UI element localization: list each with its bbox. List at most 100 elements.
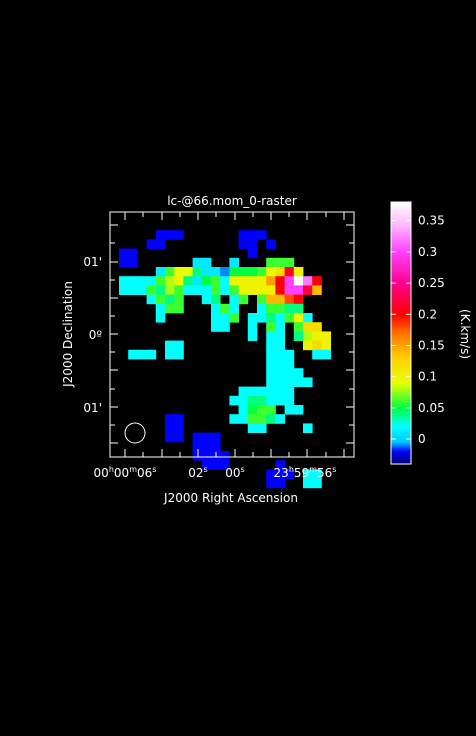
heatmap-cell: [146, 276, 157, 286]
heatmap-cell: [275, 349, 285, 360]
heatmap-cell: [146, 285, 157, 295]
heatmap-cell: [211, 303, 221, 314]
heatmap-cell: [284, 359, 295, 369]
heatmap-cell: [266, 340, 276, 351]
colorbar-tick-label: 0.2: [418, 307, 437, 321]
heatmap-cell: [238, 405, 249, 415]
heatmap-cell: [303, 313, 313, 323]
heatmap-cell: [266, 331, 276, 341]
heatmap-cell: [293, 405, 304, 415]
heatmap-cell: [303, 276, 313, 286]
heatmap-cell: [229, 267, 239, 277]
colorbar-label: (K.km/s): [458, 309, 472, 359]
heatmap-cell: [201, 294, 212, 305]
heatmap-cell: [238, 395, 249, 406]
beam-ellipse: [124, 422, 146, 444]
heatmap-cell: [266, 322, 276, 332]
heatmap-cell: [266, 405, 276, 415]
heatmap-cell: [165, 414, 175, 424]
heatmap-cell: [247, 267, 258, 277]
heatmap-cell: [155, 230, 166, 240]
heatmap-cell: [183, 267, 193, 277]
heatmap-cell: [303, 285, 313, 295]
heatmap-cell: [174, 432, 184, 443]
heatmap-cell: [211, 460, 221, 470]
heatmap-cell: [275, 276, 285, 286]
heatmap-cell: [293, 285, 304, 295]
heatmap-cell: [257, 285, 267, 295]
heatmap-cell: [266, 303, 276, 314]
heatmap-cell: [174, 267, 184, 277]
heatmap-cell: [192, 276, 203, 286]
heatmap-cell: [238, 267, 249, 277]
heatmap-cell: [165, 340, 175, 351]
colorbar-tick-label: 0: [418, 432, 426, 446]
heatmap-cell: [303, 469, 313, 479]
heatmap-cell: [201, 276, 212, 286]
colorbar-tick-label: 0.05: [418, 401, 445, 415]
heatmap-cell: [303, 340, 313, 351]
heatmap-cell: [266, 377, 276, 387]
heatmap-cell: [284, 267, 295, 277]
heatmap-cell: [238, 386, 249, 397]
heatmap-cell: [238, 285, 249, 295]
y-tick-label: 01': [83, 401, 102, 415]
heatmap-cell: [174, 303, 184, 314]
heatmap-cell: [266, 359, 276, 369]
heatmap-cell: [229, 294, 239, 305]
heatmap-cell: [257, 414, 267, 424]
heatmap-cell: [266, 276, 276, 286]
heatmap-cell: [211, 322, 221, 332]
heatmap-cell: [303, 322, 313, 332]
heatmap-cell: [257, 303, 267, 314]
heatmap-cell: [165, 285, 175, 295]
heatmap-cell: [247, 248, 258, 259]
heatmap-cell: [275, 368, 285, 378]
heatmap-cell: [229, 257, 239, 268]
heatmap-cell: [183, 276, 193, 286]
heatmap-cell: [275, 414, 285, 424]
heatmap-cell: [238, 414, 249, 424]
heatmap-cell: [266, 285, 276, 295]
colorbar-frame: [390, 201, 412, 465]
x-tick-label: 23h59m56s: [274, 465, 337, 480]
heatmap-cell: [137, 349, 147, 360]
heatmap-cell: [119, 257, 129, 268]
heatmap-cell: [211, 432, 221, 443]
heatmap-cell: [321, 340, 331, 351]
heatmap-cell: [165, 267, 175, 277]
heatmap-cell: [165, 349, 175, 360]
y-tick-labels: 01' 0º 01': [83, 255, 102, 415]
heatmap-cell: [312, 469, 322, 479]
y-tick-label: 01': [83, 255, 102, 269]
heatmap-cell: [293, 313, 304, 323]
heatmap-cells: [119, 230, 331, 489]
heatmap-cell: [146, 294, 157, 305]
heatmap-cell: [266, 414, 276, 424]
heatmap-cell: [155, 276, 166, 286]
heatmap-cell: [201, 267, 212, 277]
heatmap-cell: [284, 377, 295, 387]
heatmap-cell: [128, 276, 138, 286]
heatmap-cell: [284, 405, 295, 415]
heatmap-cell: [155, 239, 166, 249]
heatmap-cell: [275, 285, 285, 295]
heatmap-cell: [165, 230, 175, 240]
heatmap-cell: [192, 432, 203, 443]
heatmap-cell: [220, 460, 230, 470]
heatmap-cell: [211, 285, 221, 295]
x-axis-label: J2000 Right Ascension: [163, 491, 298, 505]
heatmap-cell: [229, 276, 239, 286]
heatmap-cell: [247, 313, 258, 323]
heatmap-cell: [183, 285, 193, 295]
heatmap-cell: [312, 478, 322, 489]
heatmap-cell: [155, 313, 166, 323]
heatmap-cell: [266, 257, 276, 268]
heatmap-cell: [247, 276, 258, 286]
heatmap-cell: [312, 276, 322, 286]
heatmap-cell: [174, 423, 184, 433]
heatmap-cell: [220, 267, 230, 277]
heatmap-cell: [238, 294, 249, 305]
heatmap-cell: [247, 423, 258, 433]
heatmap-cell: [174, 349, 184, 360]
